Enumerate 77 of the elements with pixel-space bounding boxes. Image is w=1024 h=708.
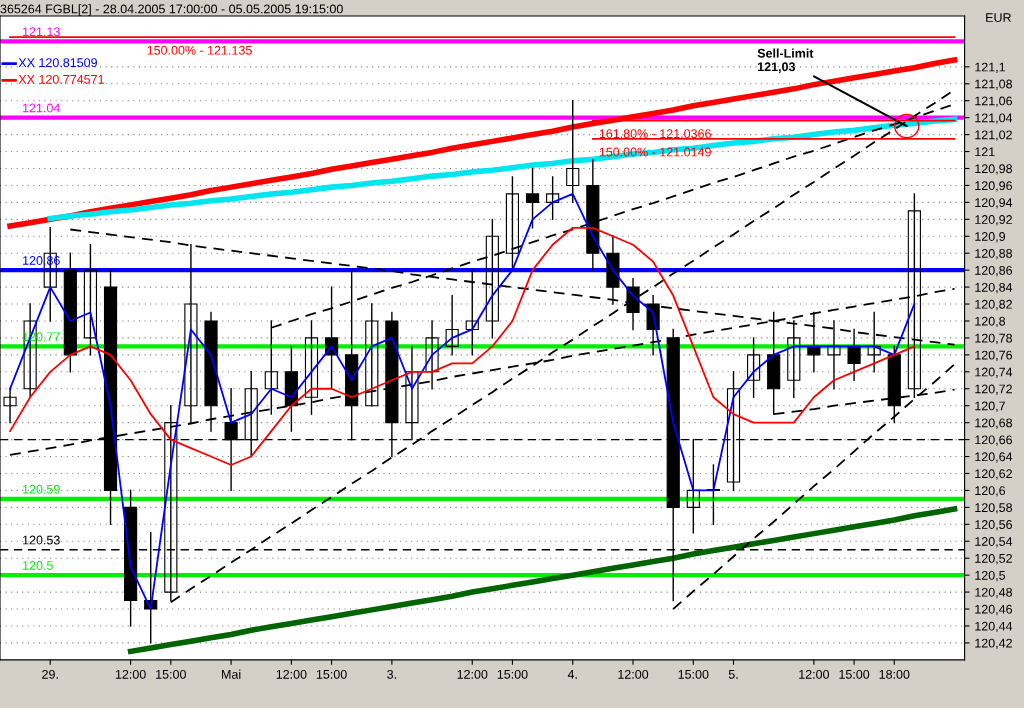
y-tick-label: 120,98 bbox=[975, 164, 1013, 175]
y-tick-label: 120,74 bbox=[975, 367, 1013, 378]
y-tick-label: 120,84 bbox=[975, 282, 1013, 294]
y-tick-label: 120,5 bbox=[975, 570, 1006, 582]
y-tick-label: 120,42 bbox=[975, 638, 1012, 650]
y-tick-label: 121,04 bbox=[975, 113, 1013, 124]
y-tick-label: 120,86 bbox=[975, 265, 1013, 277]
x-tick-label: 15:00 bbox=[316, 669, 347, 679]
x-tick-label: 15:00 bbox=[839, 669, 870, 679]
y-tick-label: 120,72 bbox=[975, 384, 1012, 395]
candlestick bbox=[566, 100, 580, 204]
y-tick-label: 121,02 bbox=[975, 130, 1012, 141]
y-tick-label: 120,58 bbox=[975, 503, 1013, 514]
y-tick-label: 120,54 bbox=[975, 537, 1013, 548]
candlestick bbox=[525, 167, 540, 229]
y-tick-label: 120,78 bbox=[975, 333, 1013, 345]
ref-line-label: 120.53 bbox=[23, 535, 60, 545]
ref-line-label: 121.04 bbox=[23, 103, 60, 113]
legend-label: XX 120.81509 bbox=[18, 58, 97, 68]
y-tick-label: 120,6 bbox=[975, 486, 1006, 497]
candlestick bbox=[3, 388, 17, 424]
y-tick-label: 121,1 bbox=[975, 62, 1005, 73]
y-tick-label: 121 bbox=[975, 147, 995, 157]
x-tick-label: Mai bbox=[222, 669, 241, 679]
x-tick-label: 4. bbox=[567, 670, 577, 679]
x-tick-label: 29. bbox=[42, 669, 58, 679]
y-tick-label: 120,66 bbox=[975, 435, 1013, 446]
chart-title: 365264 FGBL[2] - 28.04.2005 17:00:00 - 05.05.2005 19:15:00 bbox=[0, 4, 343, 16]
candlestick bbox=[365, 303, 379, 407]
x-tick-label: 5. bbox=[728, 670, 738, 679]
y-tick-label: 120,46 bbox=[975, 604, 1013, 616]
y-tick-label: 121,08 bbox=[975, 79, 1013, 90]
y-tick-label: 120,44 bbox=[975, 621, 1013, 633]
y-tick-label: 120,48 bbox=[975, 587, 1013, 599]
candlestick bbox=[445, 294, 459, 356]
annotation: 161.80% - 121.0366 bbox=[599, 129, 711, 139]
candlestick bbox=[505, 176, 520, 271]
y-tick-label: 120,76 bbox=[975, 350, 1013, 361]
candlestick bbox=[847, 328, 861, 381]
x-tick-label: 12:00 bbox=[457, 669, 488, 679]
legend-label: XX 120.774571 bbox=[18, 74, 104, 84]
x-tick-label: 3. bbox=[387, 669, 396, 679]
y-tick-label: 120,88 bbox=[975, 249, 1013, 260]
candlestick bbox=[747, 337, 761, 398]
y-tick-label: 120,62 bbox=[975, 469, 1012, 480]
y-tick-label: 120,52 bbox=[975, 554, 1012, 565]
line-series bbox=[9, 226, 916, 466]
x-tick-label: 15:00 bbox=[678, 669, 709, 679]
y-tick-label: 120,92 bbox=[975, 215, 1012, 226]
y-tick-label: 120,68 bbox=[975, 418, 1013, 429]
ref-line-label: 121.13 bbox=[23, 27, 60, 37]
y-tick-label: 120,64 bbox=[975, 452, 1013, 463]
annotation: 150.00% - 121.135 bbox=[147, 45, 252, 55]
candlestick bbox=[706, 464, 720, 526]
y-tick-label: 120,7 bbox=[975, 401, 1005, 412]
candlestick bbox=[304, 320, 319, 415]
candlestick bbox=[546, 176, 560, 221]
x-tick-label: 12:00 bbox=[799, 669, 830, 679]
x-tick-label: 12:00 bbox=[276, 669, 307, 679]
candlestick bbox=[425, 320, 439, 390]
x-tick-label: 12:00 bbox=[115, 669, 146, 679]
y-tick-label: 120,94 bbox=[975, 198, 1013, 209]
y-tick-label: 120,56 bbox=[975, 520, 1013, 531]
y-tick-label: 120,9 bbox=[975, 232, 1006, 243]
x-tick-label: 12:00 bbox=[618, 669, 649, 679]
y-tick-label: 121,06 bbox=[975, 96, 1013, 107]
x-tick-label: 15:00 bbox=[497, 669, 528, 679]
y-tick-label: 120,82 bbox=[975, 299, 1012, 311]
ref-line-label: 120.5 bbox=[23, 561, 53, 570]
y-axis-title: EUR bbox=[986, 13, 1011, 22]
x-tick-label: 18:00 bbox=[879, 669, 910, 679]
y-tick-label: 120,8 bbox=[975, 316, 1006, 328]
x-tick-label: 15:00 bbox=[156, 669, 186, 679]
y-tick-label: 120,96 bbox=[975, 181, 1013, 192]
annotation: Sell-Limit 121,03 bbox=[757, 48, 814, 73]
ref-line-label: 120.59 bbox=[23, 484, 60, 494]
candlestick bbox=[83, 244, 98, 356]
